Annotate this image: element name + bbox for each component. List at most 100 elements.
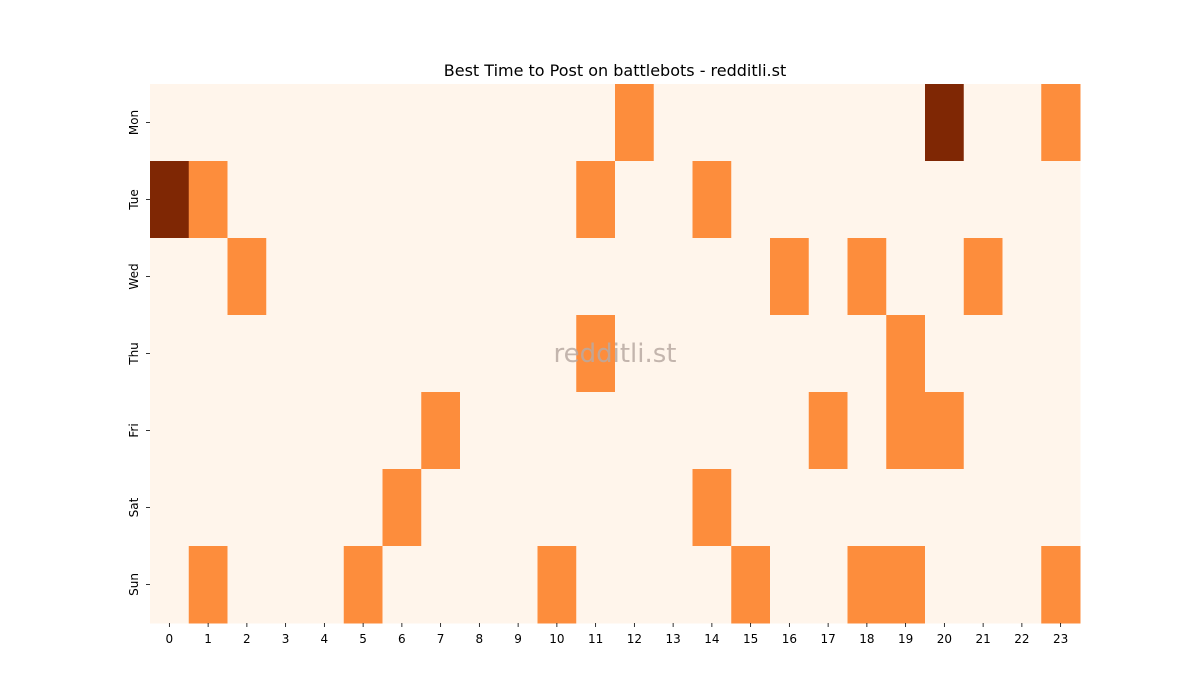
- heatmap-cell-wed-2: [227, 238, 267, 316]
- heatmap-cell-thu-0: [150, 315, 190, 393]
- heatmap-cell-sat-0: [150, 469, 190, 547]
- x-tick-label: 16: [782, 632, 797, 646]
- x-tick-label: 3: [282, 632, 290, 646]
- heatmap-cell-wed-3: [266, 238, 306, 316]
- heatmap-cell-fri-0: [150, 392, 190, 470]
- heatmap-cell-fri-3: [266, 392, 306, 470]
- heatmap-cell-sun-15: [731, 546, 771, 624]
- heatmap-cell-mon-4: [305, 84, 345, 162]
- chart-title: Best Time to Post on battlebots - reddit…: [444, 61, 786, 80]
- heatmap-cell-mon-20: [925, 84, 965, 162]
- heatmap-cell-sun-6: [382, 546, 422, 624]
- heatmap-cell-tue-14: [692, 161, 732, 239]
- y-tick-label: Sun: [127, 573, 141, 596]
- heatmap-cell-sun-22: [1002, 546, 1042, 624]
- heatmap-cell-fri-2: [227, 392, 267, 470]
- heatmap-cell-sun-18: [847, 546, 887, 624]
- heatmap-cell-mon-17: [808, 84, 848, 162]
- heatmap-cell-sat-17: [808, 469, 848, 547]
- heatmap-cell-wed-4: [305, 238, 345, 316]
- heatmap-cell-wed-12: [615, 238, 655, 316]
- heatmap-cell-thu-14: [692, 315, 732, 393]
- heatmap-cell-tue-16: [770, 161, 810, 239]
- heatmap-cell-thu-10: [537, 315, 577, 393]
- heatmap-cell-wed-14: [692, 238, 732, 316]
- heatmap-cell-mon-2: [227, 84, 267, 162]
- x-tick-label: 13: [665, 632, 680, 646]
- heatmap-cell-sat-12: [615, 469, 655, 547]
- heatmap-cell-sat-7: [421, 469, 461, 547]
- heatmap-cell-mon-14: [692, 84, 732, 162]
- heatmap-cell-sat-1: [188, 469, 228, 547]
- x-tick-label: 18: [859, 632, 874, 646]
- heatmap-cell-tue-2: [227, 161, 267, 239]
- heatmap-cell-sun-12: [615, 546, 655, 624]
- heatmap-cell-sat-13: [653, 469, 693, 547]
- heatmap-cell-thu-2: [227, 315, 267, 393]
- heatmap-cell-mon-16: [770, 84, 810, 162]
- heatmap-cell-sun-9: [498, 546, 538, 624]
- heatmap-cell-tue-17: [808, 161, 848, 239]
- heatmap-cell-wed-10: [537, 238, 577, 316]
- heatmap-cell-sun-5: [343, 546, 383, 624]
- heatmap-cell-sun-16: [770, 546, 810, 624]
- heatmap-cell-wed-13: [653, 238, 693, 316]
- heatmap-cell-tue-21: [963, 161, 1003, 239]
- heatmap-cell-thu-7: [421, 315, 461, 393]
- heatmap-cell-sun-3: [266, 546, 306, 624]
- heatmap-cell-thu-22: [1002, 315, 1042, 393]
- x-tick-label: 10: [549, 632, 564, 646]
- heatmap-cell-thu-8: [460, 315, 500, 393]
- heatmap-cell-sun-1: [188, 546, 228, 624]
- heatmap-cell-fri-15: [731, 392, 771, 470]
- heatmap-cell-tue-13: [653, 161, 693, 239]
- x-tick-label: 7: [437, 632, 445, 646]
- heatmap-cell-sun-23: [1041, 546, 1081, 624]
- heatmap-cell-mon-8: [460, 84, 500, 162]
- heatmap-cell-mon-22: [1002, 84, 1042, 162]
- heatmap-cell-tue-3: [266, 161, 306, 239]
- heatmap-cell-mon-9: [498, 84, 538, 162]
- heatmap-cell-mon-11: [576, 84, 616, 162]
- heatmap-cell-mon-3: [266, 84, 306, 162]
- heatmap-cell-tue-23: [1041, 161, 1081, 239]
- heatmap-cell-tue-5: [343, 161, 383, 239]
- x-tick-label: 22: [1014, 632, 1029, 646]
- heatmap-cell-sun-14: [692, 546, 732, 624]
- heatmap-cell-wed-20: [925, 238, 965, 316]
- heatmap-cell-wed-5: [343, 238, 383, 316]
- y-tick-label: Thu: [127, 342, 141, 366]
- heatmap-cell-sat-16: [770, 469, 810, 547]
- heatmap-cell-sun-7: [421, 546, 461, 624]
- heatmap-cell-tue-4: [305, 161, 345, 239]
- heatmap-cell-fri-1: [188, 392, 228, 470]
- heatmap-cell-thu-19: [886, 315, 926, 393]
- heatmap-cell-mon-21: [963, 84, 1003, 162]
- heatmap-cell-fri-10: [537, 392, 577, 470]
- heatmap-cell-fri-22: [1002, 392, 1042, 470]
- heatmap-cell-thu-12: [615, 315, 655, 393]
- heatmap-cell-thu-16: [770, 315, 810, 393]
- heatmap-cell-thu-18: [847, 315, 887, 393]
- y-tick-label: Fri: [127, 423, 141, 437]
- x-tick-label: 2: [243, 632, 251, 646]
- heatmap-cell-wed-6: [382, 238, 422, 316]
- heatmap-cell-sat-22: [1002, 469, 1042, 547]
- heatmap-cell-tue-7: [421, 161, 461, 239]
- heatmap-cell-thu-21: [963, 315, 1003, 393]
- heatmap-cell-thu-6: [382, 315, 422, 393]
- x-tick-label: 9: [514, 632, 522, 646]
- heatmap-cell-tue-1: [188, 161, 228, 239]
- heatmap-cell-fri-5: [343, 392, 383, 470]
- heatmap-cell-sun-17: [808, 546, 848, 624]
- heatmap-cell-mon-5: [343, 84, 383, 162]
- heatmap-cell-sat-14: [692, 469, 732, 547]
- x-tick-label: 15: [743, 632, 758, 646]
- heatmap-cell-tue-18: [847, 161, 887, 239]
- heatmap-cell-thu-11: [576, 315, 616, 393]
- x-tick-label: 4: [321, 632, 329, 646]
- heatmap-cell-wed-11: [576, 238, 616, 316]
- heatmap-cell-wed-16: [770, 238, 810, 316]
- heatmap-cell-sun-4: [305, 546, 345, 624]
